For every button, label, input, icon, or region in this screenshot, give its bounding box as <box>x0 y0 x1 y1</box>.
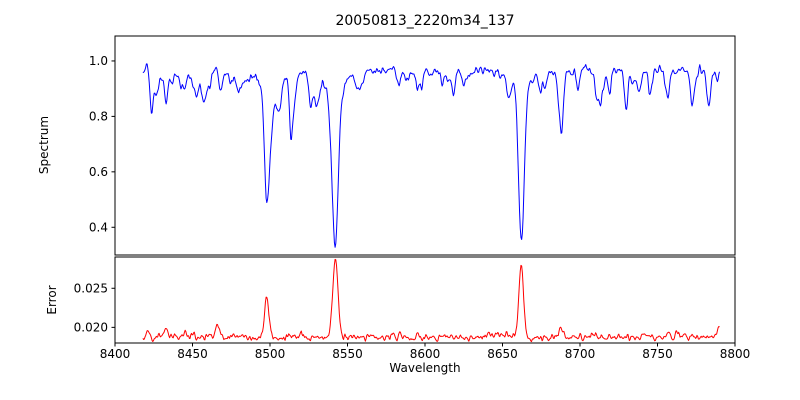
x-tick-label: 8800 <box>720 347 751 361</box>
error-axes-frame <box>114 256 736 344</box>
x-tick-label: 8750 <box>642 347 673 361</box>
x-tick-label: 8700 <box>565 347 596 361</box>
x-tick-label: 8600 <box>410 347 441 361</box>
x-tick-label: 8400 <box>100 347 131 361</box>
error-line <box>142 258 720 343</box>
spectrum-axes-frame <box>114 35 736 256</box>
y-axis-label-error: Error <box>45 285 59 315</box>
spectrum-y-tick-label: 0.6 <box>89 165 108 179</box>
x-tick-label: 8550 <box>332 347 363 361</box>
spectrum-line <box>142 63 720 248</box>
spectrum-y-tick-label: 0.8 <box>89 109 108 123</box>
x-tick-label: 8500 <box>255 347 286 361</box>
x-tick-label: 8450 <box>177 347 208 361</box>
error-y-tick-label: 0.020 <box>74 320 108 334</box>
y-axis-label-spectrum: Spectrum <box>37 115 51 175</box>
spectrum-y-tick-label: 0.4 <box>89 220 108 234</box>
x-tick-label: 8650 <box>487 347 518 361</box>
x-axis-label: Wavelength <box>389 361 461 375</box>
spectrum-y-tick-label: 1.0 <box>89 54 108 68</box>
chart-title: 20050813_2220m34_137 <box>335 13 515 29</box>
error-y-tick-label: 0.025 <box>74 281 108 295</box>
